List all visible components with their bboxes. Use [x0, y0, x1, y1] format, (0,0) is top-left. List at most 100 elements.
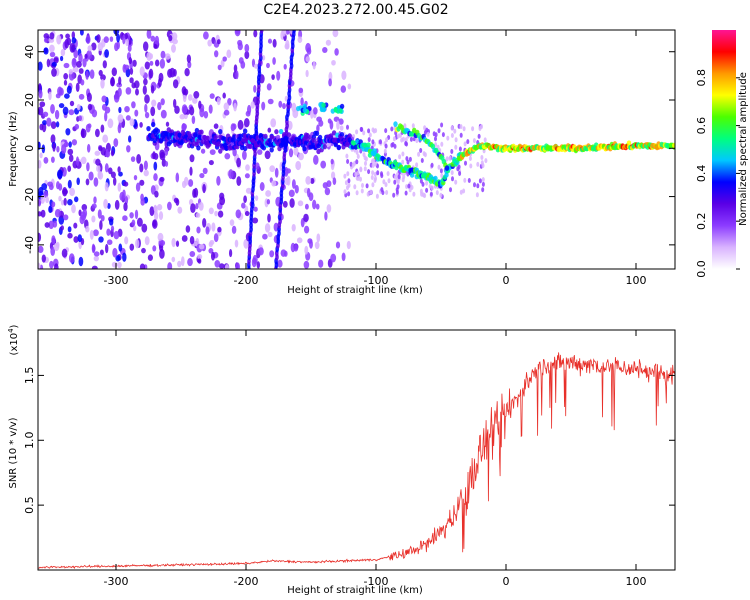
heat-cell	[189, 166, 193, 176]
heat-cell	[185, 225, 191, 233]
heat-cell	[440, 122, 444, 128]
heat-cell	[153, 204, 158, 212]
heat-cell	[236, 157, 242, 168]
heat-cell	[190, 203, 196, 214]
y-tick-label: -20	[23, 188, 36, 206]
heat-cell	[189, 235, 195, 245]
heat-cell	[158, 211, 164, 221]
heat-cell	[63, 72, 69, 80]
ridge-cell	[347, 133, 352, 139]
heat-cell	[93, 177, 99, 187]
heat-cell	[340, 85, 347, 93]
heat-cell	[159, 248, 165, 259]
heat-cell	[134, 109, 139, 117]
heat-cell	[141, 247, 146, 254]
heat-cell	[284, 177, 290, 186]
heat-cell	[46, 117, 52, 127]
heat-cell	[39, 152, 43, 159]
heat-cell	[49, 260, 54, 269]
ridge-cell	[274, 129, 279, 135]
heat-cell	[393, 143, 397, 149]
heat-cell	[282, 200, 288, 208]
heat-cell	[39, 123, 44, 131]
heat-cell	[123, 181, 129, 187]
ridge-cell	[302, 146, 307, 152]
ridge-cell	[200, 148, 206, 154]
heat-cell	[322, 182, 328, 189]
heat-cell	[313, 154, 319, 165]
heat-cell	[267, 98, 274, 105]
heat-cell	[74, 123, 80, 130]
heat-cell	[153, 43, 158, 49]
heat-cell	[175, 240, 180, 247]
heat-cell	[277, 259, 283, 268]
heat-cell	[149, 60, 154, 66]
heat-cell	[60, 225, 64, 231]
heat-cell	[216, 175, 221, 186]
heat-cell	[41, 254, 46, 263]
heat-cell	[73, 222, 78, 229]
heat-cell	[124, 105, 130, 113]
heat-cell	[285, 30, 290, 35]
heat-cell	[197, 254, 203, 260]
heat-cell	[404, 137, 408, 143]
heat-cell	[113, 93, 120, 103]
heat-cell	[125, 67, 131, 78]
heat-cell	[51, 201, 56, 208]
heat-cell	[62, 188, 68, 195]
heat-cell	[303, 213, 309, 223]
heat-cell	[146, 30, 152, 39]
heat-cell	[112, 247, 118, 258]
heat-cell	[55, 181, 60, 190]
heat-cell	[237, 39, 243, 46]
heat-cell	[125, 38, 129, 47]
heat-cell	[189, 154, 195, 163]
heat-cell	[316, 124, 320, 133]
heat-cell	[143, 169, 149, 177]
heat-cell	[164, 139, 169, 149]
heat-cell	[231, 225, 237, 234]
heat-cell	[459, 124, 463, 130]
heat-cell	[159, 151, 166, 161]
heat-cell	[51, 68, 57, 77]
heat-cell	[218, 263, 225, 269]
ridge-cell	[314, 130, 320, 136]
heat-cell	[78, 93, 85, 100]
heat-cell	[127, 44, 132, 52]
ridge-cell	[199, 129, 204, 135]
heat-cell	[139, 122, 143, 128]
heat-cell	[419, 148, 423, 153]
heat-cell	[419, 188, 423, 194]
heat-cell	[371, 127, 375, 133]
heat-cell	[94, 128, 100, 138]
heat-cell	[330, 158, 334, 165]
heat-cell	[78, 68, 84, 74]
heat-cell	[339, 125, 344, 131]
heat-cell	[272, 38, 277, 48]
heat-cell	[367, 128, 371, 134]
heat-cell	[222, 92, 226, 99]
patch-cell	[319, 106, 325, 113]
heat-cell	[105, 149, 110, 158]
heat-cell	[253, 206, 258, 212]
heat-cell	[326, 204, 332, 213]
heat-cell	[405, 184, 409, 190]
heat-cell	[304, 245, 309, 255]
heat-cell	[82, 58, 87, 68]
heat-cell	[282, 103, 286, 110]
heat-cell	[297, 200, 304, 207]
heat-cell	[136, 153, 142, 164]
heat-cell	[157, 77, 162, 88]
heat-cell	[100, 124, 105, 133]
heat-cell	[224, 264, 230, 269]
heat-cell	[386, 171, 390, 177]
heat-cell	[80, 156, 87, 165]
heat-cell	[360, 188, 364, 194]
heat-cell	[411, 123, 415, 129]
ridge-cell	[433, 175, 438, 181]
heat-cell	[91, 243, 96, 254]
heat-cell	[80, 79, 85, 86]
heat-cell	[53, 57, 59, 64]
heat-cell	[59, 55, 64, 62]
heat-cell	[88, 171, 94, 181]
